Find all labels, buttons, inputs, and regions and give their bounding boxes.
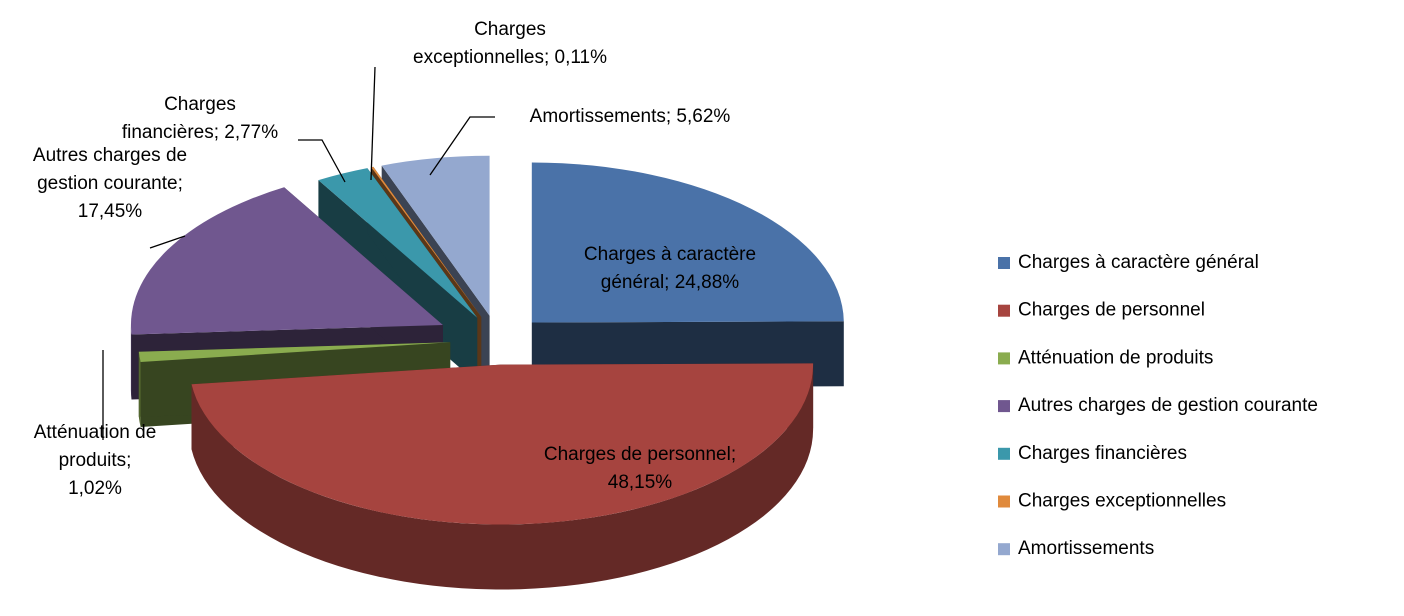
- data-label: Autres charges de gestion courante; 17,45%: [33, 145, 187, 222]
- legend-swatch: [998, 447, 1010, 460]
- data-label: Charges de personnel; 48,15%: [544, 444, 736, 493]
- slice-side: [130, 325, 132, 400]
- legend-label: Atténuation de produits: [1018, 347, 1213, 368]
- legend-label: Charges de personnel: [1018, 300, 1205, 321]
- leader-line: [429, 116, 495, 176]
- data-label: Charges à caractère général; 24,88%: [584, 244, 756, 293]
- data-label: Amortissements; 5,62%: [530, 106, 731, 127]
- leader-line: [149, 235, 186, 249]
- legend-swatch: [998, 495, 1010, 508]
- legend-label: Charges exceptionnelles: [1018, 491, 1226, 512]
- legend-label: Amortissements: [1018, 538, 1154, 559]
- legend-label: Charges financières: [1018, 443, 1187, 464]
- data-label: Charges financières; 2,77%: [122, 94, 278, 143]
- slice: [371, 166, 482, 317]
- slice: [130, 187, 443, 335]
- legend-swatch: [998, 543, 1010, 556]
- slice-side: [191, 364, 814, 590]
- legend-label: Charges à caractère général: [1018, 252, 1259, 273]
- legend-swatch: [998, 400, 1010, 413]
- legend-label: Autres charges de gestion courante: [1018, 395, 1318, 416]
- data-label: Atténuation de produits; 1,02%: [34, 422, 157, 499]
- legend-swatch: [998, 304, 1010, 317]
- slice: [531, 162, 844, 323]
- slice: [318, 168, 478, 318]
- data-label: Charges exceptionnelles; 0,11%: [413, 19, 607, 68]
- slice: [381, 155, 490, 316]
- slice: [191, 363, 814, 525]
- legend-swatch: [998, 257, 1010, 269]
- leader-line: [370, 66, 376, 181]
- slice: [138, 342, 451, 362]
- legend-swatch: [998, 352, 1010, 365]
- leader-line: [298, 139, 346, 183]
- slice-side: [138, 351, 141, 427]
